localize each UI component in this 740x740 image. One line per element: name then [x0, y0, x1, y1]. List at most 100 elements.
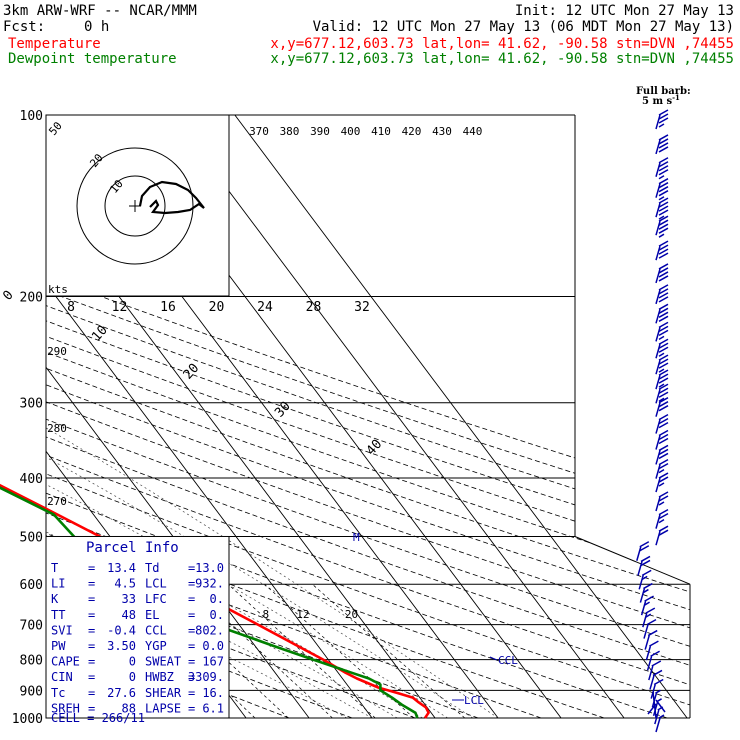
barb-full — [658, 508, 669, 516]
barb-full — [649, 640, 659, 647]
mixing-ratio-label-20: 20 — [345, 608, 358, 621]
barb-full — [658, 205, 669, 212]
barb-full — [658, 271, 669, 278]
barb-staff — [654, 709, 660, 725]
wind-barb — [655, 397, 669, 417]
barb-half — [645, 613, 652, 618]
wind-barb — [640, 595, 654, 616]
parcel-eq: = — [88, 670, 95, 684]
barb-full — [658, 117, 669, 124]
fcst-value: 0 h — [84, 19, 109, 35]
parcel-eq: = — [88, 623, 95, 637]
legend-dewpoint-label: Dewpoint temperature — [8, 51, 177, 67]
wind-barb — [655, 215, 669, 238]
barb-full — [658, 303, 669, 310]
barb-full — [658, 113, 669, 120]
parcel-eq: = — [188, 686, 195, 700]
barb-staff — [649, 675, 655, 690]
barb-full — [658, 444, 669, 452]
wind-barb — [639, 582, 653, 603]
hodo-axis-label-20: 20 — [209, 300, 225, 315]
wind-barb — [637, 555, 651, 576]
barb-half — [658, 383, 665, 388]
barb-full — [658, 329, 669, 337]
wind-barb — [655, 458, 669, 479]
wind-barb — [655, 383, 669, 404]
wind-barb — [655, 303, 669, 324]
parcel-val-YGP: 0.0 — [202, 639, 224, 653]
wind-barb — [655, 134, 669, 155]
barb-staff — [655, 114, 661, 130]
barb-full — [658, 190, 669, 197]
barb-full — [640, 555, 651, 563]
parcel-key-CAPE: CAPE — [51, 655, 80, 669]
barb-full — [658, 401, 669, 408]
isotherm-label-right-30: 30 — [272, 399, 294, 421]
barb-full — [639, 541, 650, 548]
wind-barb — [655, 354, 669, 375]
parcel-key-LFC: LFC — [145, 592, 167, 606]
parcel-val-EL: 0. — [210, 608, 224, 622]
barb-half — [658, 468, 665, 474]
barb-full — [658, 373, 669, 380]
moist-adiabat-22 — [46, 296, 448, 718]
isotherm-10 — [46, 115, 373, 718]
wind-barb — [645, 640, 659, 661]
wind-barb — [655, 472, 669, 493]
parcel-val-K: 33 — [122, 592, 136, 606]
barb-full — [658, 284, 669, 291]
barb-full — [658, 346, 669, 353]
parcel-val-LCL: 932. — [195, 577, 224, 591]
mixing-ratio-8 — [227, 583, 376, 718]
parcel-eq: = — [88, 655, 95, 669]
mixing-ratio-label-8: 8 — [263, 608, 270, 621]
barb-full — [658, 244, 669, 251]
barb-full — [658, 338, 669, 345]
legend-temperature-label: Temperature — [8, 36, 101, 52]
wind-barb — [655, 444, 669, 465]
parcel-val-CCL: 802. — [195, 623, 224, 637]
barb-full — [658, 307, 669, 314]
barb-key-title: Full barb: — [636, 86, 691, 97]
barb-full — [658, 267, 669, 274]
barb-full — [640, 559, 651, 567]
hodo-trace — [138, 180, 205, 215]
parcel-eq: = — [188, 655, 195, 669]
parcel-key-SHEAR: SHEAR — [145, 686, 182, 700]
wind-barb — [655, 284, 669, 305]
barb-staff — [655, 202, 661, 218]
barb-half — [655, 689, 661, 694]
barb-full — [658, 248, 669, 255]
wind-barb — [638, 569, 652, 590]
wind-barb — [655, 714, 665, 733]
barb-full — [658, 146, 669, 153]
dry-adiabat-340 — [46, 115, 690, 718]
barb-full — [658, 223, 669, 230]
moist-adiabat-14 — [46, 296, 398, 718]
barb-half — [658, 368, 665, 373]
wind-barb — [655, 429, 669, 450]
pressure-label-400: 400 — [20, 472, 43, 487]
barb-staff — [655, 183, 661, 198]
barb-full — [658, 252, 669, 259]
barb-full — [658, 292, 669, 299]
barb-full — [658, 263, 669, 270]
barb-half — [658, 352, 665, 357]
parcel-eq: = — [188, 577, 195, 591]
theta-label-430: 430 — [432, 125, 452, 138]
theta-label-390: 390 — [310, 125, 330, 138]
barb-full — [658, 109, 669, 116]
parcel-key-EL: EL — [145, 608, 159, 622]
isotherm-label-right-0: 0 — [0, 288, 16, 304]
barb-full — [658, 311, 669, 318]
parcel-val-CAPE: 0 — [129, 655, 136, 669]
barb-staff — [655, 162, 661, 177]
pressure-label-100: 100 — [20, 109, 43, 124]
wind-barb — [649, 669, 663, 690]
parcel-key-SWEAT: SWEAT — [145, 655, 181, 669]
parcel-val-LFC: 0. — [210, 592, 224, 606]
mixing-ratio-label-12: 12 — [296, 608, 309, 621]
barb-full — [658, 458, 669, 466]
barb-full — [658, 161, 669, 168]
